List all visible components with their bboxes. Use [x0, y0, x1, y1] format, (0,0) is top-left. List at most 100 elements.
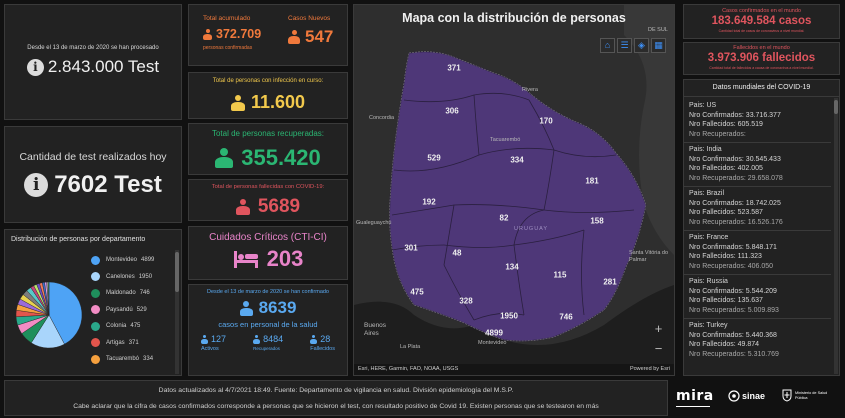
health-staff-deceased-label: Fallecidos: [310, 346, 335, 352]
dept-count-cerro-largo[interactable]: 181: [585, 176, 599, 186]
legend-item[interactable]: Maldonado 746: [91, 285, 173, 302]
country-recovered: Nro Recuperados: 406.050: [689, 262, 774, 270]
health-staff-recovered-row: 8484: [253, 334, 283, 344]
departments-title: Distribución de personas por departament…: [11, 236, 146, 243]
dept-count-tacuarembo[interactable]: 334: [510, 155, 524, 165]
world-data-scrollbar[interactable]: [834, 98, 838, 374]
geo-label-santa-vitoria: Santa Vitória do Palmar: [629, 250, 669, 263]
mira-logo-text: mira: [676, 388, 714, 404]
pie-slice[interactable]: [47, 281, 50, 316]
country-confirmed: Nro Confirmados: 30.545.433: [689, 155, 781, 163]
map-list-button[interactable]: ☰: [617, 38, 632, 53]
dept-count-durazno[interactable]: 82: [499, 213, 509, 223]
world-total-value: 183.649.584 casos: [711, 15, 812, 27]
hospital-bed-icon: [233, 251, 258, 268]
dept-count-flores[interactable]: 48: [452, 248, 462, 258]
dept-count-colonia[interactable]: 475: [410, 287, 424, 297]
legend-value: 529: [136, 306, 147, 313]
department-borders: [391, 92, 635, 321]
world-data-card: Datos mundiales del COVID-19 Pais: US Nr…: [683, 79, 840, 376]
dept-count-rio-negro[interactable]: 192: [422, 197, 436, 207]
country-label: URUGUAY: [514, 226, 549, 232]
pie-slice[interactable]: [48, 281, 83, 345]
world-deaths-sub: Cantidad total de fallecidos a causa de …: [709, 66, 814, 70]
legend-swatch: [91, 321, 100, 331]
world-list-item[interactable]: Pais: Turkey Nro Confirmados: 5.440.368 …: [684, 319, 831, 362]
layers-icon: ◈: [638, 40, 645, 50]
legend-item[interactable]: Tacuarembó 334: [91, 351, 173, 368]
recovered-label: Total de personas recuperadas:: [211, 129, 325, 138]
dept-count-artigas[interactable]: 371: [447, 63, 461, 73]
person-icon: [239, 300, 253, 316]
country-deaths: Nro Fallecidos: 49.874: [689, 341, 760, 348]
dept-count-salto[interactable]: 306: [445, 106, 459, 116]
dept-count-soriano[interactable]: 301: [404, 243, 418, 253]
person-icon: [215, 148, 234, 168]
deceased-label: Total de personas fallecidas con COVID-1…: [211, 184, 325, 190]
recovered-row: 355.420: [189, 145, 347, 171]
departments-pie: [15, 281, 83, 349]
world-data-list[interactable]: Pais: US Nro Confirmados: 33.716.377 Nro…: [684, 97, 831, 362]
world-total-sub: Cantidad total de casos de coronavirus a…: [718, 29, 805, 33]
legend-swatch: [91, 255, 100, 265]
dept-count-canelones[interactable]: 1950: [500, 311, 518, 321]
msp-logo-text: Ministerio de Salud Pública: [795, 390, 828, 400]
list-icon: ☰: [620, 40, 629, 50]
health-staff-active: 127 Activos: [201, 334, 226, 352]
map-layers-button[interactable]: ◈: [634, 38, 649, 53]
world-list-item[interactable]: Pais: France Nro Confirmados: 5.848.171 …: [684, 231, 831, 275]
map-attribution-bar: [354, 364, 674, 375]
legend-item[interactable]: Paysandú 529: [91, 302, 173, 319]
country-confirmed: Nro Confirmados: 18.742.025: [689, 199, 781, 207]
tests-total-value: 2.843.000 Test: [47, 57, 160, 76]
health-staff-recovered-value: 8484: [263, 334, 284, 344]
info-icon: i: [26, 58, 44, 76]
world-list-item[interactable]: Pais: Brazil Nro Confirmados: 18.742.025…: [684, 187, 831, 231]
country-name: Pais: Turkey: [689, 322, 728, 329]
home-icon: ⌂: [604, 40, 611, 50]
tests-today-caption: Cantidad de test realizados hoy: [19, 151, 167, 163]
world-data-scroll-thumb[interactable]: [834, 100, 838, 114]
legend-item[interactable]: Artigas 371: [91, 335, 173, 352]
dept-count-rocha[interactable]: 281: [603, 277, 617, 287]
geo-label-gualeguaychu: Gualeguaychú: [356, 220, 392, 226]
dept-count-maldonado[interactable]: 746: [559, 312, 573, 322]
zoom-out-button[interactable]: −: [650, 341, 667, 358]
dept-count-san-jose[interactable]: 328: [459, 296, 473, 306]
map-qr-button[interactable]: ▦: [651, 38, 666, 53]
legend-item[interactable]: Canelones 1950: [91, 269, 173, 286]
mira-underline: [676, 406, 710, 407]
dept-count-montevideo[interactable]: 4899: [485, 328, 503, 338]
map-canvas[interactable]: [354, 5, 674, 375]
world-list-item[interactable]: Pais: Russia Nro Confirmados: 5.544.209 …: [684, 275, 831, 319]
dept-count-rivera[interactable]: 170: [539, 116, 553, 126]
person-icon: [310, 334, 318, 344]
legend-item[interactable]: Montevideo 4899: [91, 252, 173, 269]
map-card[interactable]: Mapa con la distribución de personas ⌂ ☰…: [353, 4, 675, 376]
geo-label-tacuarembo: Tacuarembó: [490, 137, 521, 143]
map-powered-by[interactable]: Powered by Esri: [629, 366, 670, 372]
health-staff-caption: Desde el 13 de marzo de 2020 se han conf…: [207, 289, 329, 295]
tests-total-caption: Desde el 13 de marzo de 2020 se han proc…: [27, 45, 159, 51]
departments-scroll-thumb[interactable]: [175, 252, 179, 292]
legend-value: 746: [139, 290, 150, 297]
zoom-in-button[interactable]: +: [650, 321, 667, 338]
legend-label: Artigas: [106, 339, 125, 346]
geo-label-la-plata: La Plata: [400, 344, 421, 350]
dept-count-lavalleja[interactable]: 115: [553, 270, 567, 280]
world-total-label: Casos confirmados en el mundo: [722, 8, 801, 14]
accumulated-card: Total acumulado 372.709 personas confirm…: [188, 4, 348, 66]
dept-count-treinta-y-tres[interactable]: 158: [590, 216, 604, 226]
legend-item[interactable]: Colonia 475: [91, 318, 173, 335]
dept-count-florida[interactable]: 134: [505, 262, 519, 272]
footer-disclaimer-text: Cabe aclarar que la cifra de casos confi…: [73, 403, 599, 410]
dept-count-paysandu[interactable]: 529: [427, 153, 441, 163]
map-home-button[interactable]: ⌂: [600, 38, 615, 53]
recovered-card: Total de personas recuperadas: 355.420: [188, 123, 348, 175]
departments-scrollbar[interactable]: [175, 250, 179, 374]
recovered-value: 355.420: [241, 145, 321, 170]
world-list-item[interactable]: Pais: India Nro Confirmados: 30.545.433 …: [684, 143, 831, 187]
tests-today-value: 7602 Test: [54, 171, 162, 198]
world-list-item[interactable]: Pais: US Nro Confirmados: 33.716.377 Nro…: [684, 99, 831, 143]
country-recovered: Nro Recuperados:: [689, 130, 746, 138]
